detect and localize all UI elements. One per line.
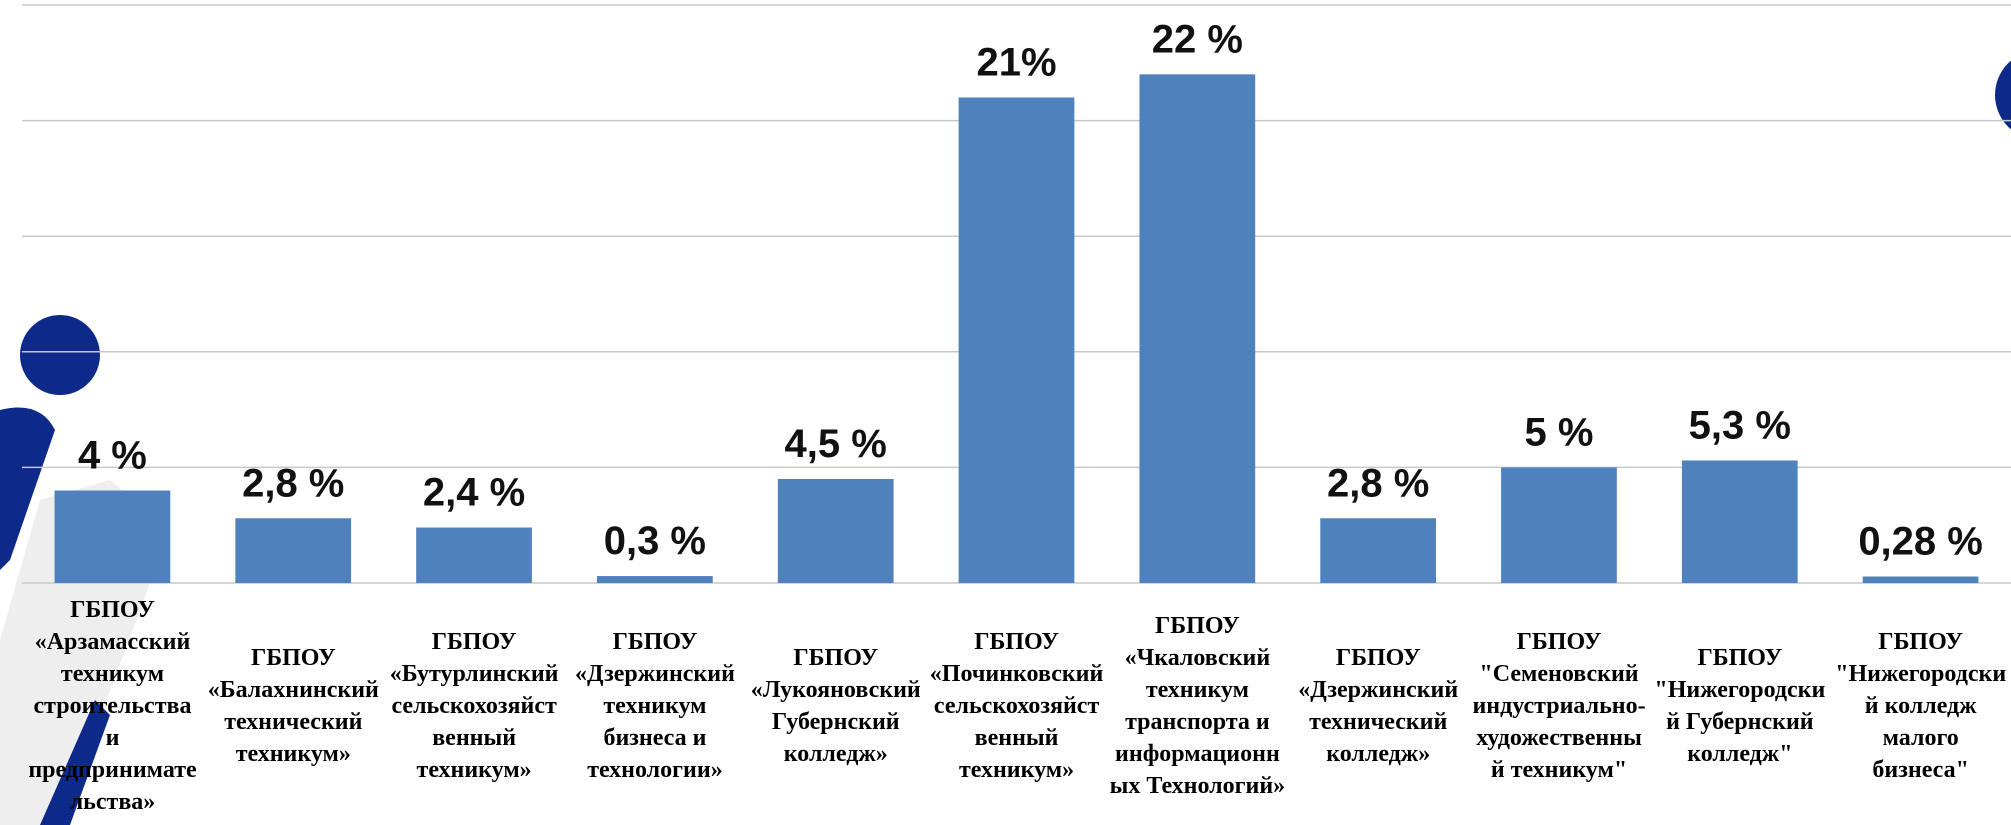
bar [416, 527, 532, 583]
decor-circle [20, 315, 100, 395]
x-tick-label: ГБПОУ «Дзержинский технический колледж» [1298, 645, 1459, 767]
value-label: 21% [976, 40, 1056, 84]
bar [1320, 518, 1436, 583]
x-tick-label: ГБПОУ «Дзержинский техникум бизнеса и те… [574, 629, 735, 783]
x-tick-label: ГБПОУ "Семеновский индустриально-художес… [1472, 629, 1646, 783]
value-label: 2,4 % [423, 471, 525, 515]
value-label: 2,8 % [1327, 461, 1429, 505]
value-label: 5 % [1524, 410, 1593, 454]
x-tick-label: ГБПОУ «Чкаловский техникум транспорта и … [1109, 613, 1286, 799]
value-label: 0,3 % [604, 519, 706, 563]
x-tick-label: ГБПОУ «Балахнинский технический техникум… [207, 645, 379, 767]
bar [235, 518, 352, 583]
decor-circle [1995, 60, 2011, 130]
value-label: 2,8 % [242, 461, 344, 505]
bar [597, 576, 713, 583]
value-label: 22 % [1152, 17, 1243, 61]
bar [1862, 576, 1979, 583]
bar [777, 478, 894, 583]
decor-shape [40, 700, 110, 825]
x-tick-label: ГБПОУ "Нижегородский Губернский колледж" [1654, 645, 1826, 767]
value-label: 4,5 % [785, 422, 887, 466]
x-tick-label: ГБПОУ "Нижегородский колледж малого бизн… [1835, 629, 2007, 783]
x-tick-label: ГБПОУ «Бутурлинский сельскохозяйственный… [389, 629, 559, 783]
value-label: 0,28 % [1858, 520, 1983, 564]
value-label: 4 % [78, 434, 147, 478]
bar [1501, 467, 1617, 583]
bar [1139, 74, 1256, 584]
bar [958, 97, 1075, 583]
x-tick-label: ГБПОУ «Лукояновский Губернский колледж» [750, 645, 921, 767]
x-tick-label: ГБПОУ «Починковский сельскохозяйственный… [929, 629, 1104, 783]
x-tick-label: ГБПОУ «Арзамасский техникум строительств… [28, 597, 197, 815]
decor-shape [0, 407, 55, 570]
bar [54, 490, 171, 583]
value-label: 5,3 % [1689, 403, 1791, 447]
bar [1681, 460, 1798, 583]
